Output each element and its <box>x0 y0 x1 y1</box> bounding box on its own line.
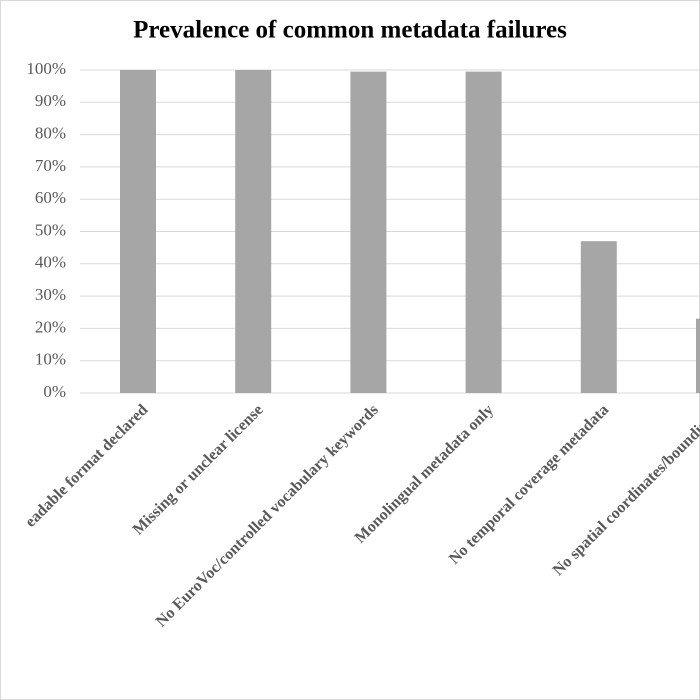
y-tick-label: 50% <box>35 220 66 239</box>
bar <box>120 70 156 393</box>
bar <box>696 318 700 393</box>
y-tick-label: 0% <box>43 382 66 401</box>
bar <box>350 71 387 394</box>
y-tick-label: 20% <box>35 317 66 336</box>
y-tick-label: 100% <box>26 59 66 78</box>
y-tick-label: 60% <box>35 188 66 207</box>
y-tick-label: 30% <box>35 285 66 304</box>
chart-title: Prevalence of common metadata failures <box>133 17 567 44</box>
y-tick-label: 80% <box>35 124 66 143</box>
bar <box>235 70 272 393</box>
y-tick-label: 40% <box>35 253 66 272</box>
bar <box>580 241 617 393</box>
y-tick-label: 90% <box>35 91 66 110</box>
bar <box>465 71 502 394</box>
y-tick-label: 10% <box>35 350 66 369</box>
y-tick-label: 70% <box>35 156 66 175</box>
